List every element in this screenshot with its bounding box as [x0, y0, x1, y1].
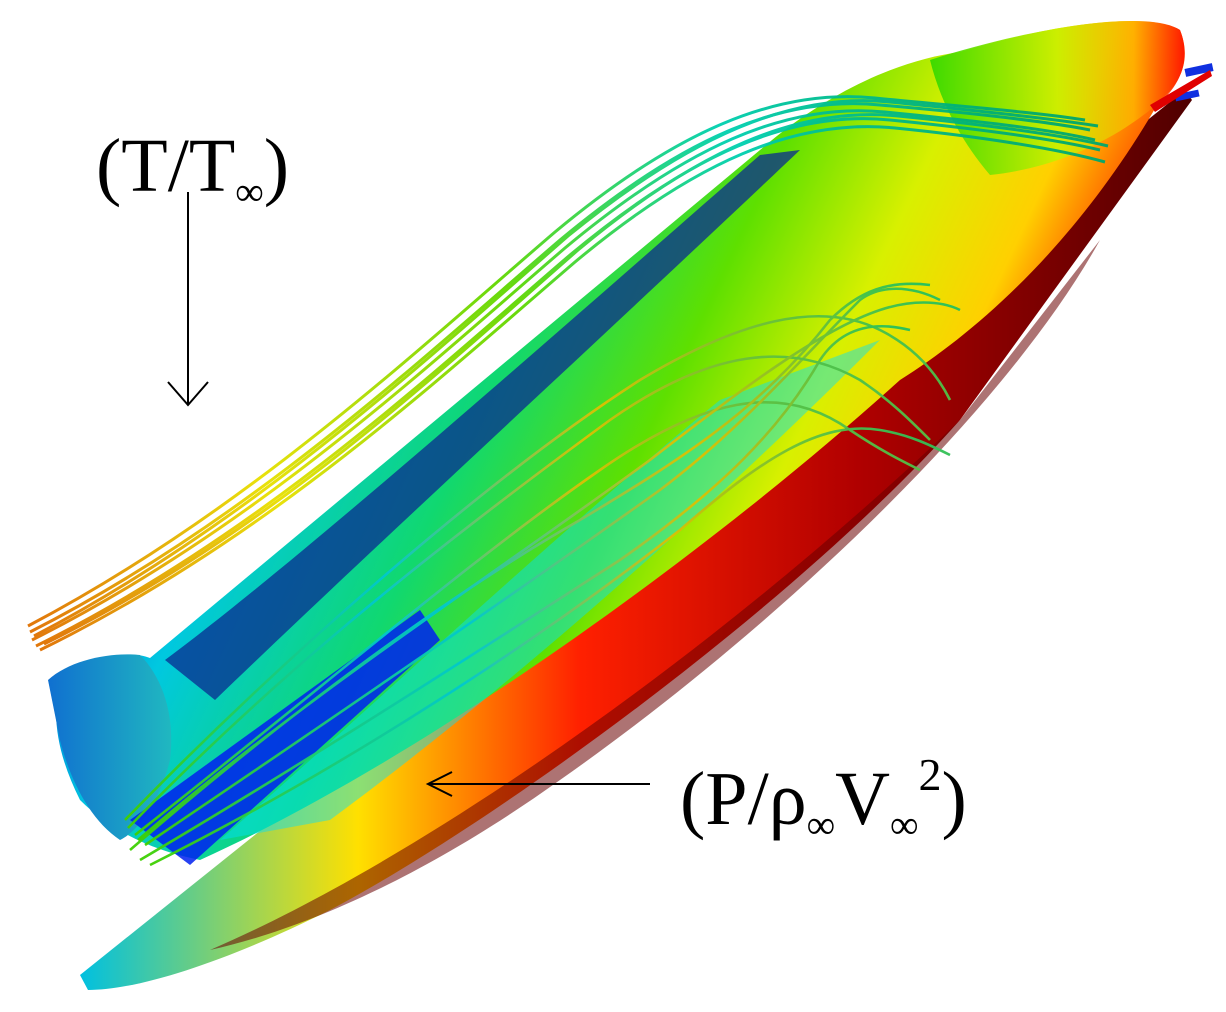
temperature-label-close: )	[263, 124, 290, 208]
temperature-label-subscript: ∞	[235, 169, 264, 214]
pressure-label-subscript-v: ∞	[890, 802, 919, 847]
pressure-label-open: (P/ρ	[680, 757, 807, 841]
vehicle-main-body	[56, 21, 1185, 860]
tail-tab-lower	[1174, 89, 1200, 102]
side-streamlines	[124, 282, 961, 867]
pressure-arrow	[425, 771, 650, 797]
pressure-label-v: V	[835, 757, 891, 841]
temperature-label: (T/T∞)	[96, 128, 289, 212]
body-ridge-shadow	[165, 150, 800, 700]
temperature-label-open: (T/T	[96, 124, 236, 208]
body-cyan-region	[220, 340, 880, 840]
tail-tab-upper	[1184, 63, 1214, 77]
tail-red-edge	[1150, 70, 1212, 112]
pressure-label-subscript-rho: ∞	[806, 802, 836, 847]
pressure-label: (P/ρ∞V∞2)	[680, 752, 967, 845]
pressure-label-superscript: 2	[918, 749, 942, 800]
pressure-label-close: )	[941, 757, 967, 841]
upper-streamlines	[27, 95, 1109, 652]
vehicle-nose	[930, 21, 1185, 175]
vehicle-base	[48, 654, 172, 840]
temperature-arrow	[167, 192, 209, 407]
